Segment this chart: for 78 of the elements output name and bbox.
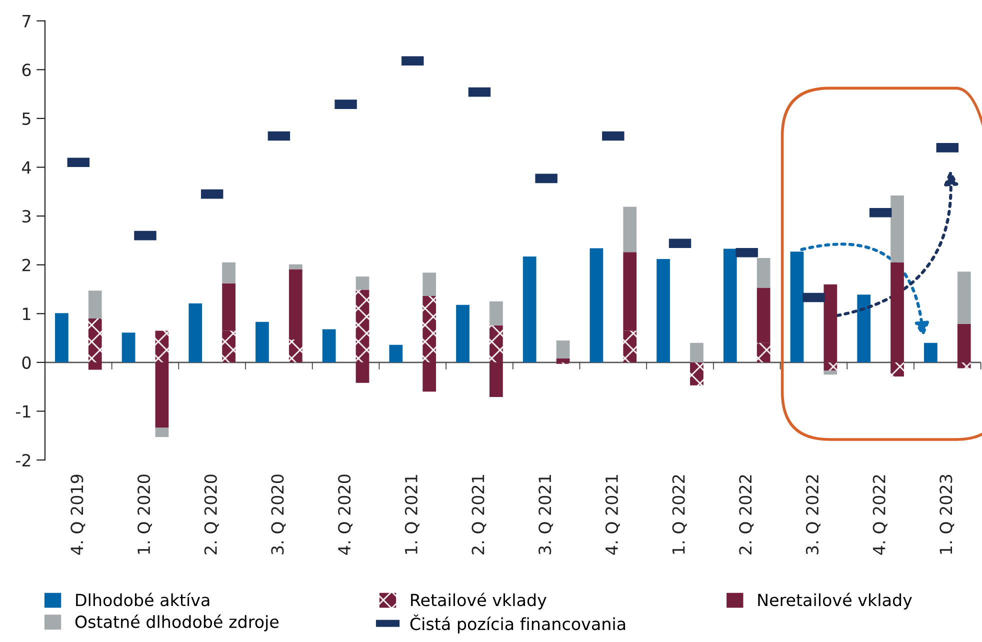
bar [288, 339, 302, 362]
x-tick-label: 1. Q 2020 [137, 474, 152, 554]
bar [356, 290, 370, 362]
legend-label: Ostatné dlhodobé zdroje [75, 614, 279, 632]
bar [356, 362, 370, 383]
bar [556, 340, 570, 359]
bar [222, 262, 236, 284]
x-tick-label: 2. Q 2021 [472, 475, 486, 554]
x-tick-label: 3. Q 2022 [806, 475, 820, 554]
y-tick-label: 4 [22, 161, 31, 174]
y-tick-label: -1 [16, 405, 30, 418]
x-tick-label: 1. Q 2023 [940, 474, 954, 554]
bar [422, 362, 436, 392]
bar [389, 344, 403, 362]
bar [556, 358, 570, 362]
bar [690, 342, 704, 362]
legend-label: Čistá pozícia financovania [410, 614, 626, 634]
x-tick-label: 2. Q 2020 [204, 474, 219, 554]
bar [288, 269, 302, 340]
bar [590, 248, 604, 362]
bar [824, 362, 838, 371]
bar [155, 362, 169, 428]
bar [623, 252, 637, 331]
bar [490, 301, 503, 326]
bar [356, 276, 370, 290]
bar [756, 258, 770, 288]
bar [924, 342, 938, 362]
legend-label: Retailové vklady [411, 592, 546, 610]
x-tick-label: 3. Q 2020 [271, 474, 286, 554]
bar [88, 362, 102, 370]
bar [522, 256, 536, 362]
bar [623, 206, 637, 252]
x-tick-label: 4. Q 2021 [605, 475, 620, 555]
legend-label: Neretailové vklady [758, 592, 912, 610]
bar [422, 272, 436, 296]
bar [55, 313, 68, 362]
bar [690, 362, 704, 386]
y-tick-label: 2 [22, 258, 30, 272]
bar [222, 283, 236, 331]
y-tick-label: 1 [23, 308, 30, 320]
bar [88, 290, 102, 318]
bar [256, 322, 269, 362]
x-tick-label: 4. Q 2019 [70, 474, 86, 555]
x-tick-label: 4. Q 2022 [872, 475, 888, 555]
bar [155, 330, 169, 362]
bar [422, 296, 436, 362]
bar [490, 362, 503, 398]
bar [957, 362, 971, 368]
bar [490, 325, 503, 362]
y-tick-label: 0 [22, 356, 31, 369]
bar [88, 318, 102, 362]
bar [288, 264, 302, 270]
bar [957, 324, 971, 362]
bar [155, 428, 169, 438]
bar [456, 304, 470, 362]
bar [890, 362, 904, 377]
legend-label: Dlhodobé aktíva [76, 592, 210, 606]
x-tick-label: 2. Q 2022 [739, 475, 754, 554]
x-tick-label: 1. Q 2022 [672, 475, 687, 554]
x-tick-label: 1. Q 2021 [404, 475, 420, 554]
x-tick-label: 3. Q 2021 [538, 475, 554, 554]
bar [322, 329, 336, 362]
y-tick-label: 5 [22, 112, 30, 126]
bar [756, 342, 770, 362]
bar [957, 272, 971, 324]
bar [623, 330, 637, 362]
bar [656, 258, 670, 362]
y-tick-label: -2 [16, 454, 30, 466]
bar [122, 332, 136, 362]
y-tick-label: 7 [22, 15, 30, 28]
x-tick-label: 4. Q 2020 [338, 474, 353, 555]
bar [756, 288, 770, 343]
y-tick-label: 3 [22, 210, 30, 223]
bar [188, 303, 202, 362]
y-tick-label: 6 [22, 64, 31, 76]
bar [723, 248, 737, 362]
bar [222, 330, 236, 362]
bar [824, 370, 838, 375]
